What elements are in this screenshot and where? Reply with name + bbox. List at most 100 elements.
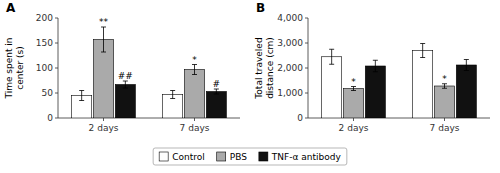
annotation: * bbox=[442, 74, 447, 84]
error-cap bbox=[170, 90, 175, 91]
y-axis-line bbox=[308, 18, 309, 118]
y-axis-label: Total traveleddistance (cm) bbox=[254, 37, 275, 99]
error-stem bbox=[375, 60, 376, 72]
error-stem bbox=[353, 87, 354, 91]
marks bbox=[322, 44, 477, 119]
error-cap bbox=[123, 88, 128, 89]
legend-swatch bbox=[159, 152, 168, 161]
annotation: ** bbox=[99, 17, 109, 27]
annotation: * bbox=[351, 77, 356, 87]
x-tick bbox=[194, 118, 195, 121]
y-axis-label-line: center (s) bbox=[15, 46, 25, 90]
error-stem bbox=[466, 60, 467, 71]
bar bbox=[456, 65, 476, 118]
error-cap bbox=[79, 100, 84, 101]
error-cap bbox=[192, 74, 197, 75]
error-bar bbox=[464, 60, 469, 71]
annotation: ## bbox=[118, 71, 133, 81]
error-cap bbox=[101, 52, 106, 53]
legend-frame bbox=[153, 148, 347, 165]
error-stem bbox=[81, 91, 82, 101]
y-tick bbox=[305, 18, 308, 19]
x-tick-label: 2 days bbox=[89, 123, 119, 133]
error-cap bbox=[79, 90, 84, 91]
x-tick bbox=[103, 118, 104, 121]
error-stem bbox=[331, 49, 332, 64]
error-cap bbox=[214, 94, 219, 95]
annotation: # bbox=[213, 79, 221, 89]
error-stem bbox=[444, 84, 445, 89]
bar bbox=[322, 57, 342, 118]
error-bar bbox=[373, 60, 378, 72]
bar bbox=[206, 92, 226, 119]
error-cap bbox=[329, 49, 334, 50]
legend-item: PBS bbox=[217, 152, 247, 162]
error-cap bbox=[442, 88, 447, 89]
error-cap bbox=[170, 98, 175, 99]
x-tick-label: 2 days bbox=[339, 123, 369, 133]
y-tick-label: 200 bbox=[36, 13, 53, 23]
y-tick-label: 0 bbox=[297, 113, 303, 123]
y-tick-label: 1,000 bbox=[277, 88, 303, 98]
y-tick-label: 0 bbox=[47, 113, 53, 123]
y-tick-label: 150 bbox=[36, 38, 53, 48]
panel: BTotal traveleddistance (cm)01,0002,0003… bbox=[254, 1, 491, 133]
y-tick bbox=[55, 93, 58, 94]
legend-label: Control bbox=[172, 152, 205, 162]
x-tick-label: 7 days bbox=[180, 123, 210, 133]
error-stem bbox=[172, 91, 173, 99]
panel-title: A bbox=[6, 1, 16, 15]
error-bar bbox=[214, 89, 219, 94]
error-cap bbox=[420, 57, 425, 58]
error-cap bbox=[351, 90, 356, 91]
y-tick-label: 50 bbox=[42, 88, 54, 98]
error-stem bbox=[103, 27, 104, 52]
error-bar bbox=[79, 91, 84, 101]
y-tick bbox=[55, 68, 58, 69]
y-tick-label: 3,000 bbox=[277, 38, 303, 48]
y-tick-label: 100 bbox=[36, 63, 53, 73]
legend-swatch bbox=[259, 152, 268, 161]
error-bar bbox=[170, 91, 175, 99]
y-tick-label: 2,000 bbox=[277, 63, 303, 73]
bar bbox=[115, 85, 135, 119]
y-tick bbox=[55, 43, 58, 44]
error-bar bbox=[420, 44, 425, 58]
legend-item: TNF-α antibody bbox=[259, 152, 342, 162]
y-tick bbox=[305, 68, 308, 69]
marks bbox=[72, 27, 227, 118]
y-axis-label-line: Time spent in bbox=[4, 37, 14, 99]
legend-label: TNF-α antibody bbox=[271, 152, 342, 162]
error-cap bbox=[373, 60, 378, 61]
y-tick bbox=[55, 118, 58, 119]
y-tick bbox=[305, 118, 308, 119]
y-tick bbox=[305, 93, 308, 94]
legend-label: PBS bbox=[230, 152, 247, 162]
y-axis-line bbox=[58, 18, 59, 118]
error-cap bbox=[373, 71, 378, 72]
y-tick bbox=[55, 18, 58, 19]
y-axis-label-line: Total traveled bbox=[254, 37, 264, 99]
error-bar bbox=[442, 84, 447, 89]
error-cap bbox=[329, 64, 334, 65]
x-tick bbox=[353, 118, 354, 121]
error-cap bbox=[420, 43, 425, 44]
legend-swatch bbox=[217, 152, 226, 161]
chart-root: A Time spent incenter (s) 0 50 100 150 200 2 da… bbox=[0, 0, 500, 173]
error-stem bbox=[422, 44, 423, 58]
bar bbox=[184, 70, 204, 119]
error-bar bbox=[192, 65, 197, 75]
panel: A Time spent incenter (s) 0 50 100 150 200 2 da… bbox=[4, 1, 241, 133]
x-tick bbox=[444, 118, 445, 121]
bar bbox=[343, 89, 363, 119]
error-bar bbox=[123, 81, 128, 88]
x-tick-label: 7 days bbox=[430, 123, 460, 133]
legend-item: Control bbox=[159, 152, 205, 162]
annotation: * bbox=[192, 55, 197, 65]
error-cap bbox=[464, 59, 469, 60]
error-cap bbox=[464, 70, 469, 71]
y-axis-label: Time spent incenter (s) bbox=[4, 37, 25, 99]
bar bbox=[434, 86, 454, 118]
error-bar bbox=[351, 87, 356, 91]
error-stem bbox=[125, 81, 126, 88]
